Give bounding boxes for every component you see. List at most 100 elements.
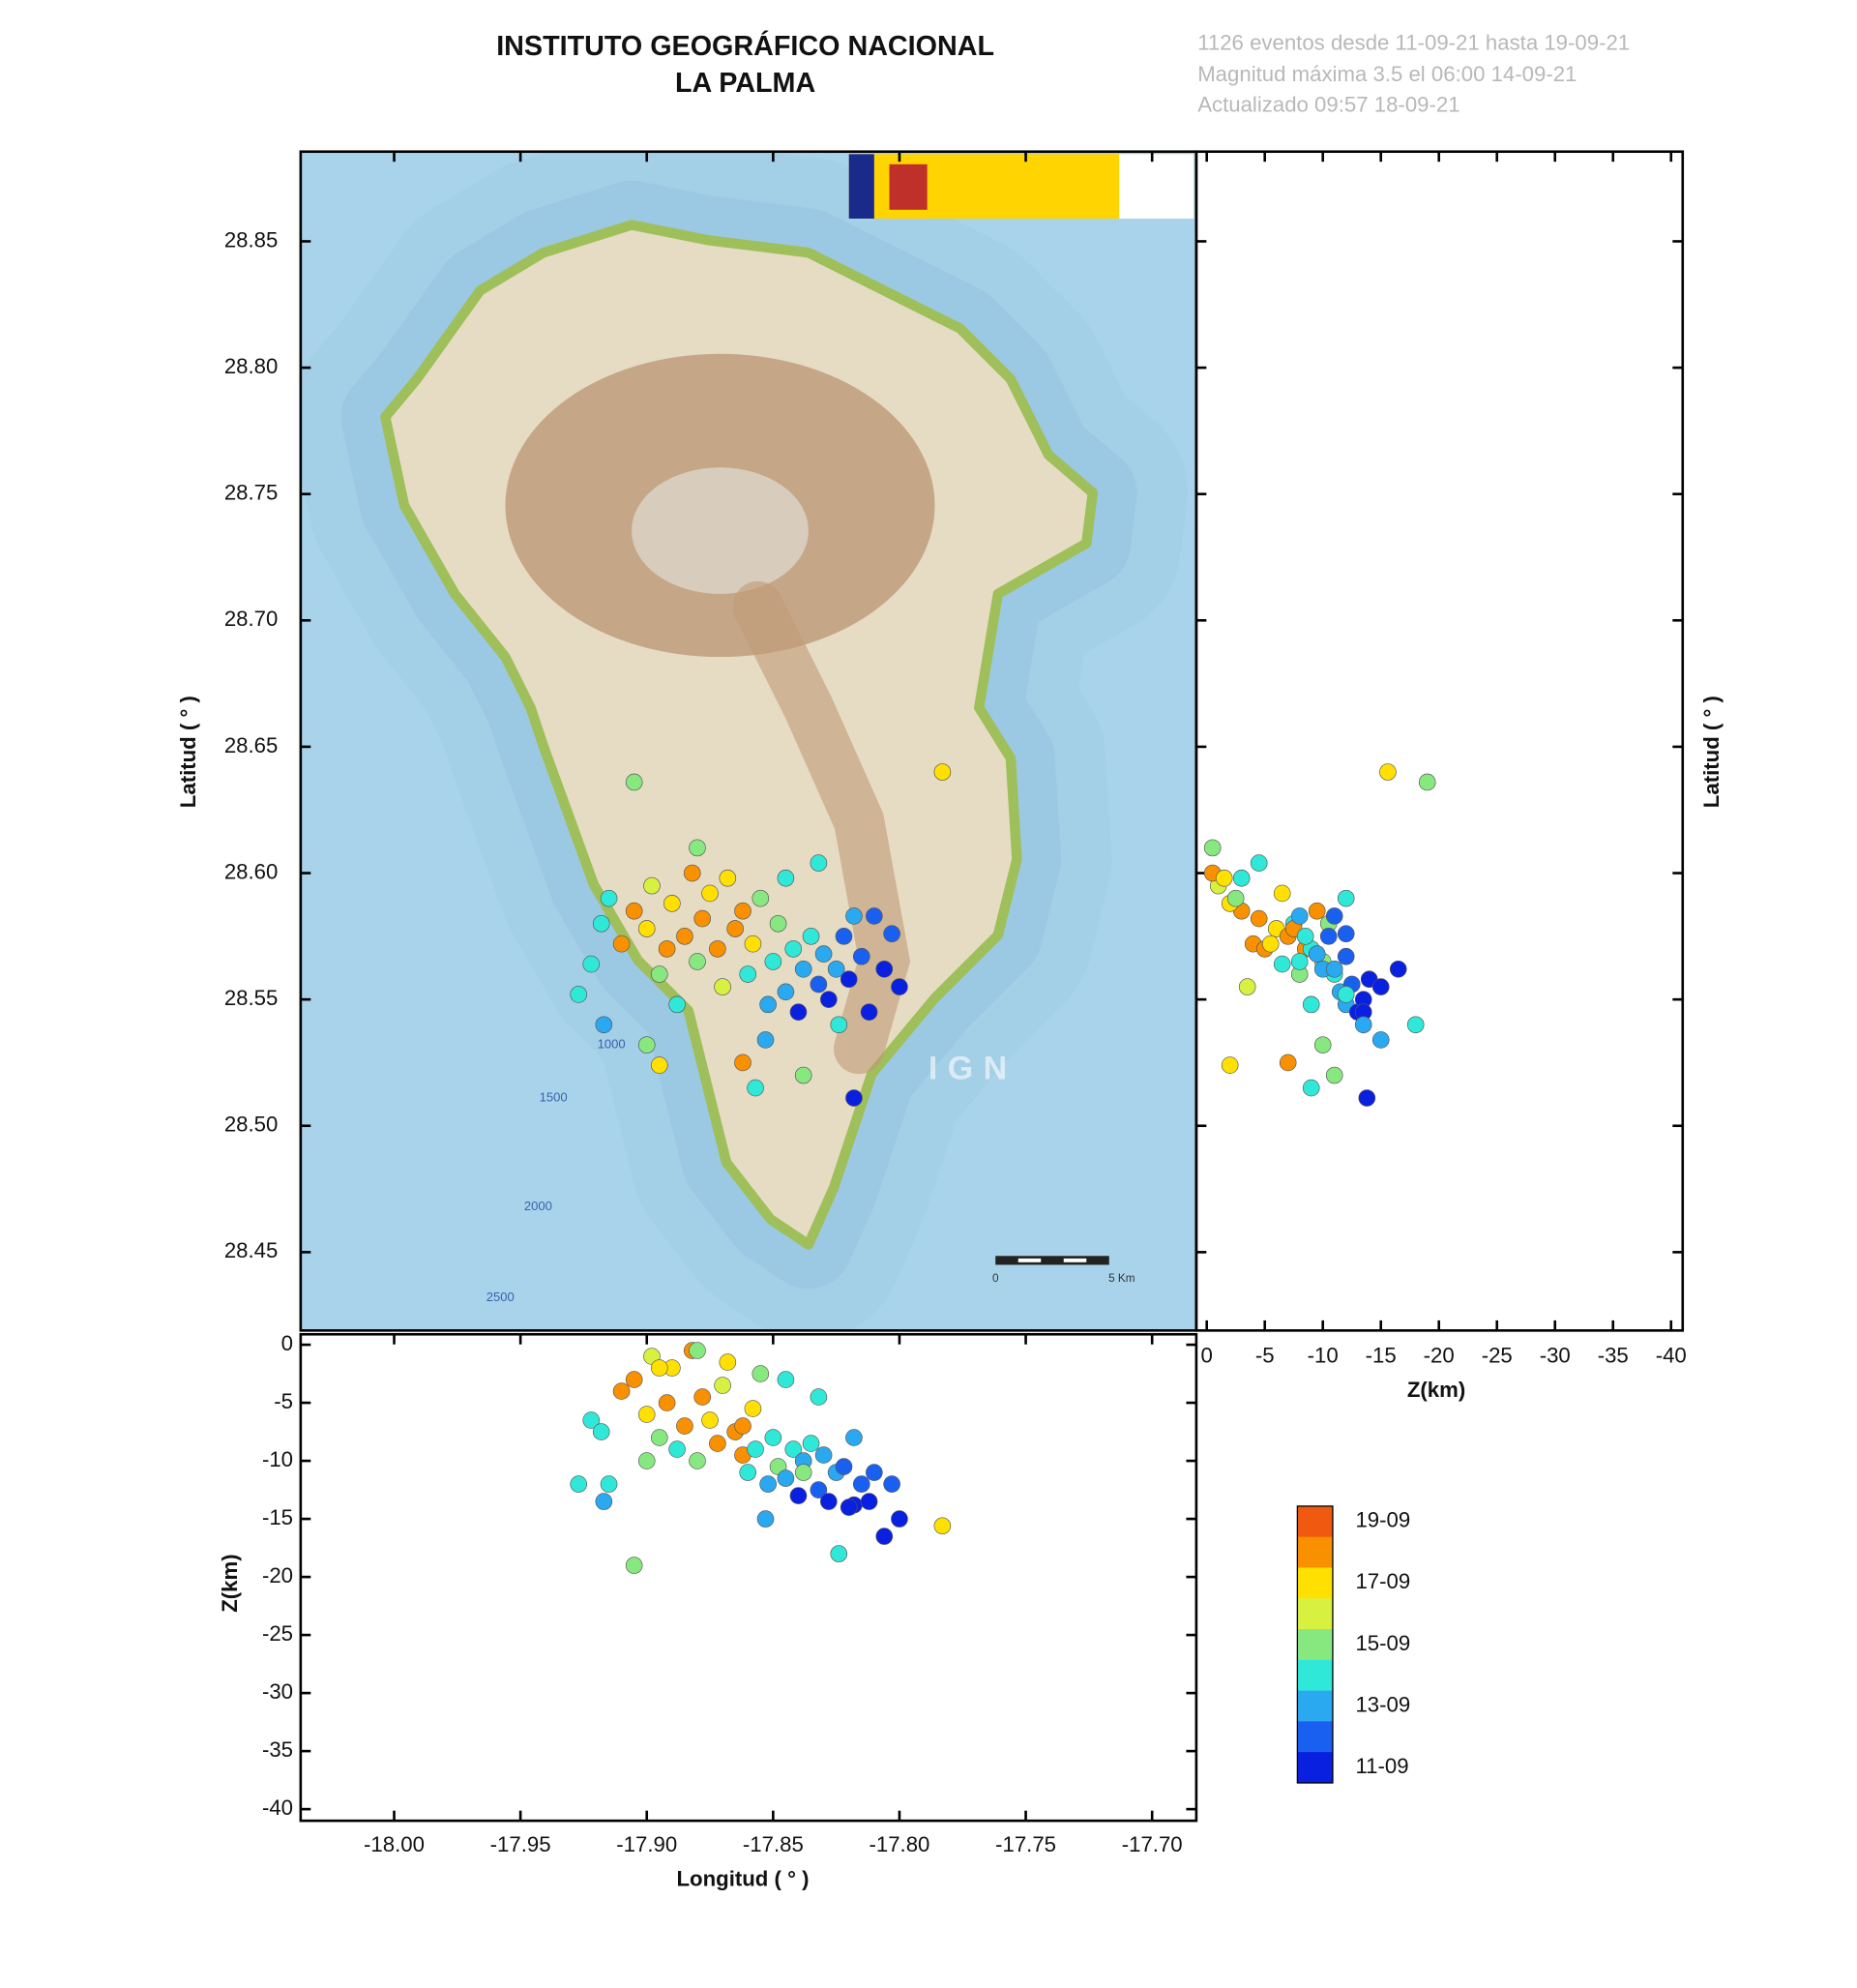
event-depth-lat <box>1302 1079 1320 1097</box>
event-lon-depth <box>689 1342 706 1359</box>
event <box>747 1079 764 1097</box>
event-lon-depth <box>794 1464 812 1481</box>
event <box>739 965 757 983</box>
event-lon-depth <box>752 1365 770 1382</box>
event <box>709 940 726 958</box>
event <box>845 1089 863 1107</box>
event-depth-lat <box>1302 995 1320 1014</box>
z-tick-label: -40 <box>262 1795 293 1820</box>
event <box>759 995 777 1014</box>
event-lon-depth <box>784 1440 803 1458</box>
x-tick-label: -17.90 <box>616 1832 677 1856</box>
event-depth-lat <box>1325 907 1343 925</box>
event-lon-depth <box>637 1452 656 1469</box>
scale-bar <box>1017 1258 1042 1262</box>
event <box>625 902 643 920</box>
colorbar-band <box>1297 1567 1333 1599</box>
event <box>701 884 719 903</box>
event-depth-lat <box>1337 889 1355 907</box>
event <box>875 960 894 978</box>
event <box>756 1031 775 1049</box>
event-depth-lat <box>1296 928 1314 945</box>
event-depth-lat <box>1290 907 1309 925</box>
event-depth-lat <box>1261 935 1280 953</box>
event-depth-lat <box>1325 1066 1343 1084</box>
title: INSTITUTO GEOGRÁFICO NACIONAL <box>496 29 994 62</box>
y-tick-label: 28.85 <box>224 227 279 252</box>
info-line: 1126 eventos desde 11-09-21 hasta 19-09-… <box>1197 31 1630 55</box>
z-tick-label: -15 <box>262 1505 293 1529</box>
event-depth-lat <box>1226 889 1245 907</box>
y-tick-label: 28.75 <box>224 481 279 505</box>
z-tick-label: -15 <box>1366 1344 1397 1368</box>
event <box>810 854 828 872</box>
event-depth-lat <box>1354 1016 1372 1034</box>
event <box>637 1036 656 1053</box>
event-lon-depth <box>819 1493 838 1510</box>
event-depth-lat <box>1406 1016 1425 1034</box>
event <box>592 914 610 933</box>
colorbar-band <box>1297 1659 1333 1692</box>
z-tick-label: -35 <box>1598 1344 1629 1368</box>
contour-label: 1500 <box>540 1089 568 1104</box>
y-tick-label: 28.65 <box>224 733 279 757</box>
event <box>794 1066 812 1084</box>
event <box>726 920 744 937</box>
contour-label: 2500 <box>486 1290 515 1304</box>
y-axis-label: Latitud ( ° ) <box>1699 696 1724 808</box>
event-depth-lat <box>1308 902 1326 920</box>
colorbar-label: 13-09 <box>1355 1692 1410 1716</box>
event <box>840 970 858 989</box>
event-depth-lat <box>1389 960 1407 978</box>
event <box>714 978 731 995</box>
event-lon-depth <box>612 1382 631 1400</box>
event-depth-lat <box>1290 953 1309 970</box>
event <box>860 1003 878 1022</box>
event-lon-depth <box>625 1371 643 1388</box>
event-depth-lat <box>1232 869 1251 887</box>
event-lon-depth <box>840 1498 858 1516</box>
event-lon-depth <box>875 1528 894 1545</box>
event-lon-depth <box>719 1353 737 1371</box>
event-lon-depth <box>734 1417 752 1435</box>
z-tick-label: -20 <box>262 1563 293 1587</box>
z-tick-label: -30 <box>1540 1344 1571 1368</box>
z-tick-label: -5 <box>1255 1344 1275 1368</box>
event <box>830 1016 848 1034</box>
event <box>595 1016 613 1034</box>
z-tick-label: 0 <box>1201 1344 1213 1368</box>
colorbar-band <box>1297 1598 1333 1630</box>
colorbar-frame <box>1296 1505 1334 1784</box>
event-lon-depth <box>777 1469 795 1487</box>
event <box>658 940 676 958</box>
colorbar-band <box>1297 1629 1333 1661</box>
event-depth-lat <box>1325 960 1343 978</box>
event-lon-depth <box>739 1464 757 1481</box>
event-depth-lat <box>1313 1036 1332 1053</box>
event <box>852 947 870 965</box>
y-tick-label: 28.45 <box>224 1238 279 1262</box>
colorbar-label: 11-09 <box>1355 1754 1408 1778</box>
event-lon-depth <box>810 1388 828 1406</box>
event-lon-depth <box>582 1411 601 1429</box>
colorbar-band <box>1297 1536 1333 1569</box>
event <box>650 1056 668 1074</box>
event <box>769 914 787 933</box>
event-lon-depth <box>814 1446 833 1464</box>
logo <box>1119 154 1194 219</box>
event-lon-depth <box>789 1487 808 1504</box>
event <box>810 975 828 994</box>
event <box>883 925 900 943</box>
event-lon-depth <box>650 1429 668 1446</box>
event-lon-depth <box>625 1557 643 1574</box>
z-tick-label: -25 <box>1482 1344 1513 1368</box>
x-tick-label: -17.70 <box>1122 1832 1183 1856</box>
event-depth-lat <box>1319 928 1338 945</box>
event-lon-depth <box>933 1517 952 1535</box>
event-depth-lat <box>1250 854 1268 872</box>
event <box>600 889 618 907</box>
event <box>819 991 838 1008</box>
x-tick-label: -17.80 <box>869 1832 929 1856</box>
event-lon-depth <box>570 1475 588 1493</box>
